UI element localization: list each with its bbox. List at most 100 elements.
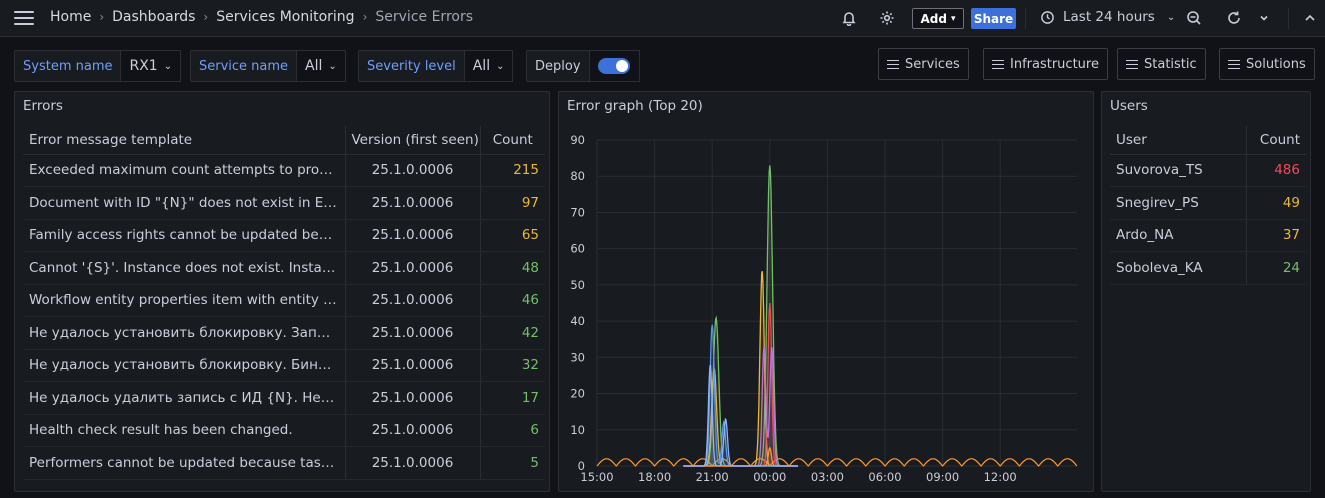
- variable-label: Severity level: [358, 50, 465, 82]
- services-link-button[interactable]: Services: [878, 48, 969, 80]
- system-name-select[interactable]: RX1 ⌄: [121, 50, 182, 82]
- version-cell: 25.1.0.0006: [345, 414, 481, 447]
- variable-severity-level: Severity level All ⌄: [358, 50, 514, 82]
- user-cell: Soboleva_KA: [1110, 251, 1247, 285]
- error-message: Health check result has been changed.: [29, 422, 293, 439]
- link-label: Infrastructure: [1010, 56, 1099, 72]
- count-cell: 48: [480, 251, 545, 285]
- share-button[interactable]: Share: [971, 8, 1016, 29]
- y-tick-label: 30: [570, 350, 585, 364]
- breadcrumb-folder[interactable]: Services Monitoring: [216, 9, 355, 25]
- select-value: RX1: [129, 58, 158, 74]
- breadcrumb-home[interactable]: Home: [50, 9, 92, 25]
- table-row[interactable]: Workflow entity properties item with ent…: [23, 284, 545, 317]
- zoom-out-icon[interactable]: [1185, 9, 1203, 27]
- x-tick-label: 09:00: [926, 470, 959, 484]
- table-row[interactable]: Snegirev_PS 49: [1110, 186, 1306, 220]
- version-cell: 25.1.0.0006: [345, 154, 481, 187]
- error-message-cell: Workflow entity properties item with ent…: [23, 284, 346, 317]
- series-line: [683, 324, 798, 467]
- table-row[interactable]: Health check result has been changed. 25.…: [23, 414, 545, 447]
- add-button[interactable]: Add ▾: [912, 8, 964, 29]
- menu-icon: [992, 59, 1004, 69]
- column-header-count[interactable]: Count: [1246, 126, 1306, 155]
- error-message: Document with ID "{N}" does not exist in…: [29, 194, 339, 211]
- refresh-interval-chevron-icon[interactable]: [1255, 9, 1273, 27]
- user-cell: Snegirev_PS: [1110, 186, 1247, 220]
- gear-icon[interactable]: [878, 9, 896, 27]
- refresh-icon[interactable]: [1225, 9, 1243, 27]
- deploy-toggle[interactable]: [598, 58, 631, 74]
- error-message: Exceeded maximum count attempts to proce…: [29, 162, 339, 179]
- version-cell: 25.1.0.0006: [345, 251, 481, 285]
- table-row[interactable]: Suvorova_TS 486: [1110, 154, 1306, 187]
- time-range-picker[interactable]: Last 24 hours ⌄: [1040, 9, 1175, 25]
- x-tick-label: 15:00: [580, 470, 613, 484]
- count-cell: 42: [480, 316, 545, 350]
- users-panel: Users User Count Suvorova_TS 486 Snegirev_…: [1101, 91, 1311, 492]
- severity-level-select[interactable]: All ⌄: [464, 50, 514, 82]
- error-message-cell: Cannot '{S}'. Instance does not exist. I…: [23, 251, 346, 285]
- series-line: [683, 446, 798, 467]
- menu-icon: [1228, 59, 1240, 69]
- x-tick-label: 18:00: [638, 470, 671, 484]
- table-row[interactable]: Не удалось установить блокировку. Бинарн…: [23, 349, 545, 382]
- y-tick-label: 60: [570, 242, 585, 256]
- y-tick-label: 0: [578, 459, 585, 473]
- table-row[interactable]: Exceeded maximum count attempts to proce…: [23, 154, 545, 187]
- series-line: [683, 364, 798, 467]
- series-area: [683, 303, 799, 466]
- error-message-cell: Family access rights cannot be updated b…: [23, 219, 346, 252]
- breadcrumb-dashboards[interactable]: Dashboards: [112, 9, 196, 25]
- solutions-link-button[interactable]: Solutions: [1219, 48, 1315, 80]
- error-message-cell: Не удалось установить блокировку. Запись…: [23, 316, 346, 350]
- series-area: [683, 324, 799, 466]
- variable-label: Deploy: [526, 50, 590, 82]
- chevron-down-icon: ⌄: [163, 60, 173, 72]
- count-cell: 17: [480, 381, 545, 415]
- column-header-message[interactable]: Error message template: [23, 126, 346, 155]
- table-row[interactable]: Не удалось удалить запись с ИД {N}. Нель…: [23, 381, 545, 415]
- table-row[interactable]: Family access rights cannot be updated b…: [23, 219, 545, 252]
- x-tick-label: 06:00: [868, 470, 901, 484]
- error-message: Не удалось установить блокировку. Запись…: [29, 324, 339, 341]
- table-row[interactable]: Performers cannot be updated because tas…: [23, 446, 545, 480]
- column-header-user[interactable]: User: [1110, 126, 1247, 155]
- x-tick-label: 12:00: [984, 470, 1017, 484]
- column-header-count[interactable]: Count: [480, 126, 545, 155]
- variable-system-name: System name RX1 ⌄: [14, 50, 182, 82]
- y-tick-label: 50: [570, 278, 585, 292]
- infrastructure-link-button[interactable]: Infrastructure: [983, 48, 1108, 80]
- chevron-up-icon[interactable]: [1301, 9, 1319, 27]
- count-cell: 5: [480, 446, 545, 480]
- panel-title: Errors: [23, 98, 63, 114]
- column-header-version[interactable]: Version (first seen): [345, 126, 481, 155]
- divider: [1288, 8, 1289, 29]
- panel-title: Error graph (Top 20): [567, 98, 703, 114]
- version-cell: 25.1.0.0006: [345, 446, 481, 480]
- count-cell: 6: [480, 414, 545, 447]
- table-row[interactable]: Cannot '{S}'. Instance does not exist. I…: [23, 251, 545, 285]
- user-cell: Suvorova_TS: [1110, 154, 1247, 187]
- table-row[interactable]: Soboleva_KA 24: [1110, 251, 1306, 285]
- error-message-cell: Не удалось установить блокировку. Бинарн…: [23, 349, 346, 382]
- error-message: Workflow entity properties item with ent…: [29, 292, 339, 309]
- breadcrumb: Home › Dashboards › Services Monitoring …: [50, 9, 473, 25]
- table-row[interactable]: Document with ID "{N}" does not exist in…: [23, 186, 545, 220]
- x-tick-label: 03:00: [811, 470, 844, 484]
- y-tick-label: 10: [570, 423, 585, 437]
- error-message-cell: Health check result has been changed.: [23, 414, 346, 447]
- table-row[interactable]: Ardo_NA 37: [1110, 219, 1306, 252]
- bell-icon[interactable]: [840, 9, 858, 27]
- count-cell: 46: [480, 284, 545, 317]
- version-cell: 25.1.0.0006: [345, 284, 481, 317]
- table-row[interactable]: Не удалось установить блокировку. Запись…: [23, 316, 545, 350]
- count-cell: 486: [1246, 154, 1306, 187]
- select-value: All: [472, 58, 491, 74]
- variable-deploy: Deploy: [526, 50, 640, 82]
- statistic-link-button[interactable]: Statistic: [1117, 48, 1206, 80]
- service-name-select[interactable]: All ⌄: [297, 50, 346, 82]
- menu-icon[interactable]: [14, 11, 34, 25]
- chevron-right-icon: ›: [203, 10, 209, 24]
- count-cell: 37: [1246, 219, 1306, 252]
